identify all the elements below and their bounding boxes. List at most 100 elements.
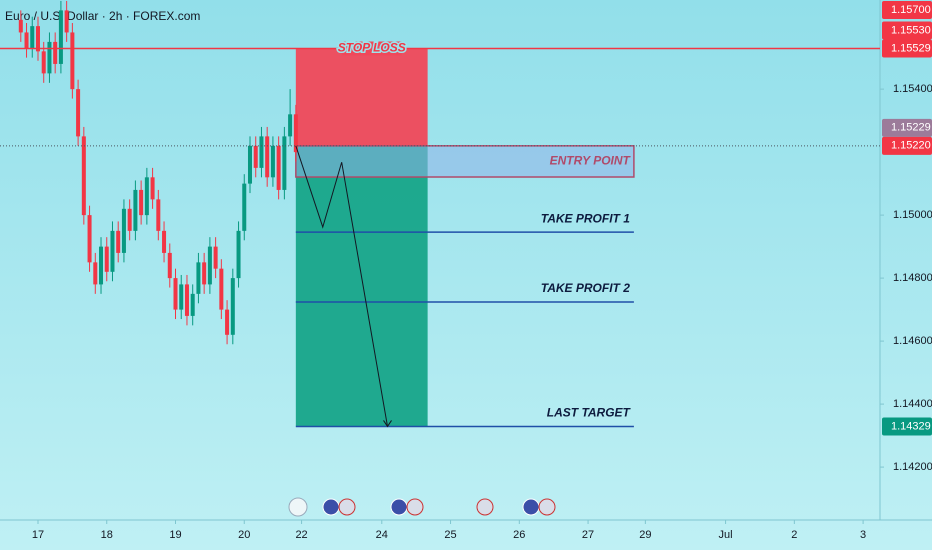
candle-body — [30, 26, 35, 49]
candle-body — [236, 230, 241, 279]
x-tick-label: 17 — [32, 529, 44, 541]
event-icons — [288, 497, 556, 517]
candle-body — [230, 278, 235, 335]
candle-body — [225, 309, 230, 335]
candle-body — [35, 26, 40, 52]
candle-body — [64, 10, 69, 33]
stop-zone — [295, 48, 428, 146]
price-label-box — [882, 136, 932, 155]
price-label-box — [882, 21, 932, 40]
stop-loss-label-bg — [341, 41, 402, 56]
candle-body — [265, 136, 270, 178]
price-label-box — [882, 417, 932, 436]
profit-zone — [295, 145, 428, 427]
event-icon — [390, 498, 408, 516]
event-icon — [538, 498, 556, 516]
candle-body — [259, 136, 264, 168]
event-icon — [476, 498, 494, 516]
candle-body — [127, 208, 132, 231]
event-icon — [288, 497, 308, 517]
price-label: 1.15229 — [891, 122, 931, 134]
candle-body — [104, 246, 109, 272]
y-tick-label: 1.15000 — [893, 209, 932, 221]
price-label-box — [882, 39, 932, 58]
x-tick-label: 20 — [238, 529, 250, 541]
candle-body — [179, 284, 184, 310]
candle-body — [219, 268, 224, 310]
price-label-box — [882, 118, 932, 137]
target-label: TAKE PROFIT 1 — [541, 211, 630, 225]
arrow-head — [383, 420, 392, 428]
candle-body — [76, 89, 81, 137]
y-tick-label: 1.14400 — [893, 398, 932, 410]
candle-body — [288, 114, 293, 137]
candle-body — [18, 19, 23, 33]
candle-body — [282, 136, 287, 190]
candle-body — [242, 183, 247, 231]
candle-body — [293, 114, 298, 153]
y-tick-label: 1.15400 — [893, 83, 932, 95]
candle-body — [253, 145, 258, 168]
x-tick-label: 24 — [376, 529, 388, 541]
x-tick-label: 19 — [169, 529, 181, 541]
event-icon — [338, 498, 356, 516]
target-label: LAST TARGET — [547, 406, 632, 420]
event-icon — [406, 498, 424, 516]
candle-body — [70, 32, 75, 90]
candle-body — [270, 145, 275, 178]
candle-body — [156, 199, 161, 231]
chart-title: Euro / U.S. Dollar · 2h · FOREX.com — [5, 9, 200, 23]
candle-body — [47, 41, 52, 74]
x-tick-label: 29 — [639, 529, 651, 541]
price-label: 1.15530 — [891, 24, 931, 36]
candle-body — [24, 32, 29, 49]
x-tick-label: 27 — [582, 529, 594, 541]
price-label: 1.15220 — [891, 140, 931, 152]
x-tick-label: 25 — [444, 529, 456, 541]
x-tick-label: 22 — [295, 529, 307, 541]
candle-body — [93, 262, 98, 285]
candle-body — [58, 10, 63, 64]
y-tick-label: 1.14800 — [893, 272, 932, 284]
candle-body — [202, 262, 207, 285]
candle-body — [173, 278, 178, 310]
candle-body — [276, 145, 281, 190]
candle-body — [116, 230, 121, 253]
target-label: TAKE PROFIT 2 — [541, 281, 630, 295]
x-tick-label: 2 — [791, 529, 797, 541]
x-tick-label: 18 — [101, 529, 113, 541]
candle-body — [150, 177, 155, 200]
event-icon — [522, 498, 540, 516]
price-label: 1.15529 — [891, 42, 931, 54]
y-tick-label: 1.14200 — [893, 461, 932, 473]
candle-body — [121, 208, 126, 253]
candle-body — [99, 246, 104, 285]
event-icon — [322, 498, 340, 516]
candle-body — [53, 41, 58, 64]
candle-body — [213, 246, 218, 269]
candle-body — [196, 262, 201, 294]
x-tick-label: Jul — [719, 529, 733, 541]
candle-body — [247, 145, 253, 184]
price-label: 1.15700 — [891, 4, 931, 16]
stop-loss-label: STOP LOSS — [338, 41, 406, 55]
candle-body — [139, 189, 144, 216]
candle-body — [162, 230, 167, 253]
candle-body — [207, 246, 212, 285]
projection-path — [295, 145, 389, 427]
candle-body — [184, 284, 189, 316]
candle-body — [110, 230, 115, 272]
candle-body — [81, 136, 86, 216]
y-tick-label: 1.14600 — [893, 335, 932, 347]
candle-body — [144, 177, 149, 216]
candle-body — [41, 51, 46, 74]
entry-label: ENTRY POINT — [550, 154, 632, 168]
price-label: 1.14329 — [891, 420, 931, 432]
x-tick-label: 26 — [513, 529, 525, 541]
candle-body — [87, 215, 92, 263]
candle-body — [133, 189, 138, 231]
x-tick-label: 3 — [860, 529, 866, 541]
